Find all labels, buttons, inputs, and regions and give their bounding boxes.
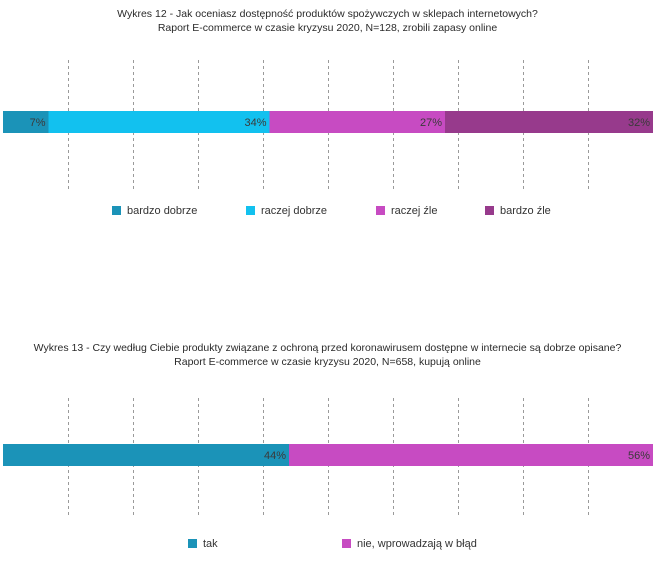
chart-1-bar-segment-1 [3, 111, 49, 133]
chart-2-title: Wykres 13 - Czy według Ciebie produkty z… [33, 342, 622, 354]
legend-swatch [485, 206, 494, 215]
chart-1-data-label-1: 7% [30, 117, 46, 129]
legend-label: bardzo dobrze [127, 205, 198, 217]
chart-1-bar-segment-4 [445, 111, 653, 133]
chart-1-legend-bardzo-dobrze: bardzo dobrze [112, 205, 197, 217]
chart-1-plot: 7% 34% 27% 32% [3, 60, 653, 190]
chart-2-legend-nie: nie, wprowadzają w błąd [342, 538, 477, 550]
chart-1-subtitle: Raport E-commerce w czasie kryzysu 2020,… [157, 22, 498, 34]
legend-swatch [188, 539, 197, 548]
legend-label: tak [203, 538, 218, 550]
chart-1-legend-raczej-dobrze: raczej dobrze [246, 205, 327, 217]
chart-2-data-label-2: 56% [628, 450, 650, 462]
legend-swatch [342, 539, 351, 548]
legend-swatch [376, 206, 385, 215]
chart-1-data-label-3: 27% [420, 117, 442, 129]
chart-1-data-label-2: 34% [244, 117, 266, 129]
chart-2-legend-tak: tak [188, 538, 218, 550]
legend-label: raczej źle [391, 205, 438, 217]
chart-1-legend-raczej-zle: raczej źle [376, 205, 437, 217]
legend-label: nie, wprowadzają w błąd [357, 538, 477, 550]
chart-1-legend-bardzo-zle: bardzo źle [485, 205, 551, 217]
chart-1-data-label-4: 32% [628, 117, 650, 129]
chart-2-subtitle: Raport E-commerce w czasie kryzysu 2020,… [174, 356, 481, 368]
chart-2-data-label-1: 44% [264, 450, 286, 462]
legend-swatch [246, 206, 255, 215]
legend-label: raczej dobrze [261, 205, 328, 217]
legend-swatch [112, 206, 121, 215]
chart-1-title: Wykres 12 - Jak oceniasz dostępność prod… [117, 8, 538, 20]
chart-1-bar-segment-2 [48, 111, 270, 133]
chart-2-bar-segment-2 [289, 444, 653, 466]
chart-2-plot: 44% 56% [3, 398, 653, 516]
legend-label: bardzo źle [500, 205, 551, 217]
chart-2-bar-segment-1 [3, 444, 289, 466]
chart-1-bar-segment-3 [269, 111, 445, 133]
